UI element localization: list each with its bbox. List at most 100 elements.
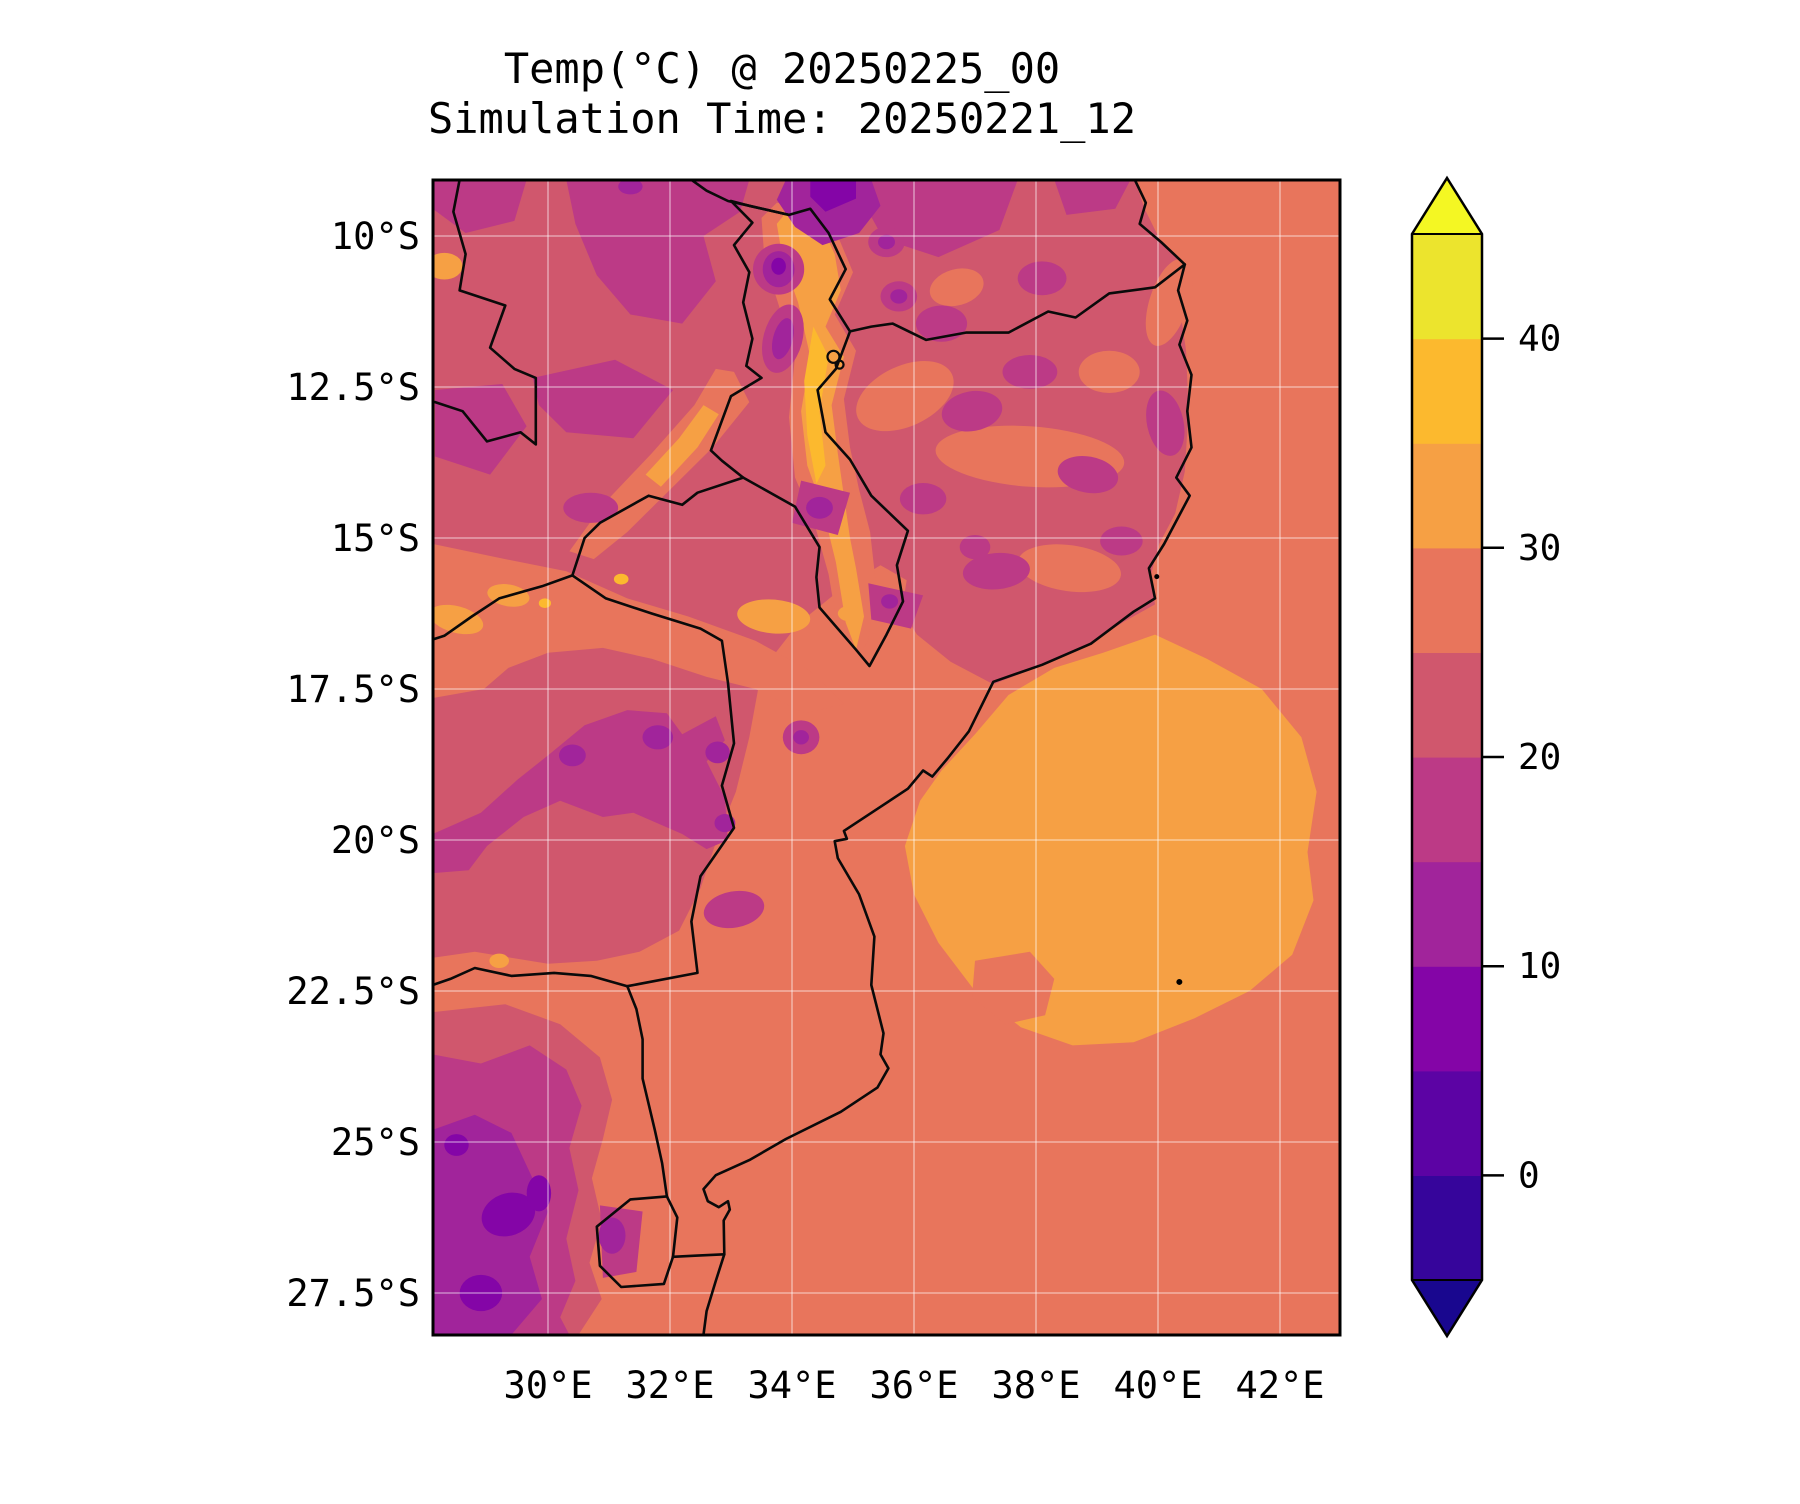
y-tick-label: 12.5°S [286,366,420,409]
colorbar: 0 10 20 30 40 [1410,175,1561,1339]
contour-region-35-40 [613,573,629,585]
contour-region-5-10 [444,1134,469,1156]
x-tick-label: 36°E [869,1364,958,1407]
contour-region-30-35 [433,604,484,635]
border-eswatini [595,1195,679,1289]
colorbar-bin [1412,966,1482,1072]
contour-region-15-20 [1054,180,1131,215]
colorbar-bin [1412,861,1482,967]
contour-region-15-20 [1017,261,1067,296]
contour-region-15-20 [959,535,991,560]
border-coastline [702,180,1193,1335]
colorbar-tick-label: 40 [1518,319,1561,360]
border-zambia-zimbabwe [433,574,574,641]
colorbar-over-arrow [1412,178,1482,234]
colorbar-bin [1412,338,1482,444]
border-drc-zambia [433,180,538,446]
contour-region-15-20 [532,359,673,439]
colorbar-bin [1412,234,1482,340]
contour-region-15-20 [962,552,1030,590]
contour-region-30-35 [489,953,510,968]
y-tick-label: 25°S [331,1121,420,1164]
contour-region-15-20 [1100,526,1143,556]
colorbar-bin [1412,547,1482,653]
contour-region-15-20 [941,390,1003,432]
contour-region-10-15 [793,730,809,745]
small-island-dot [1176,978,1183,985]
contour-region-15-20 [899,483,947,515]
contour-region-15-20 [1057,456,1119,494]
border-tanzania-mozambique [848,263,1187,342]
x-tick-label: 34°E [747,1364,836,1407]
contour-region-5-10 [810,180,856,212]
contour-region-10-15 [598,1217,626,1254]
y-tick-label: 10°S [331,215,420,258]
contour-region-15-20 [915,305,968,342]
x-tick-label: 30°E [503,1364,592,1407]
colorbar-bin [1412,652,1482,758]
colorbar-bin [1412,443,1482,549]
border-malawi [709,199,910,668]
colorbar-under-arrow [1412,1280,1482,1336]
lake-island-outline [826,349,841,364]
contour-region-15-20 [566,180,750,324]
contour-region-10-15 [890,289,908,304]
y-tick-label: 27.5°S [286,1272,420,1315]
contour-region-10-15 [881,594,899,609]
colorbar-bin [1412,1175,1482,1281]
contour-region-10-15 [705,741,730,764]
contour-region-10-15 [618,180,643,195]
contour-region-10-15 [771,318,794,360]
border-zimbabwe-south-africa [433,966,629,988]
contour-region-25-30 [433,544,844,714]
contour-region-35-40 [804,326,829,484]
contour-region-25-30 [1018,544,1121,593]
x-tick-label: 32°E [625,1364,714,1407]
contour-region-30-35 [837,605,863,622]
y-axis-labels: 10°S 12.5°S 15°S 17.5°S 20°S 22.5°S 25°S 27.5°S [286,215,420,1315]
x-axis-labels: 30°E 32°E 34°E 36°E 38°E 40°E 42°E [503,1364,1324,1407]
x-tick-label: 42°E [1235,1364,1324,1407]
border-south-africa-mozambique-south [671,1253,726,1259]
border-mozambique-south-africa [625,984,669,1198]
y-tick-label: 20°S [331,819,420,862]
contour-region-5-10 [526,1175,552,1212]
contour-region-5-10 [771,257,786,275]
contour-region-30-35 [433,252,463,280]
lake-island-outline [834,359,845,370]
colorbar-bin [1412,1070,1482,1176]
border-zambia-mozambique [571,476,745,577]
contour-region-25-30 [972,951,1055,1025]
y-tick-label: 15°S [331,517,420,560]
figure-title-block: Temp(°C) @ 20250225_00 Simulation Time: … [182,44,1382,144]
x-tick-label: 40°E [1113,1364,1202,1407]
contour-region-25-30 [929,268,984,307]
contour-region-15-20 [563,492,619,523]
contour-region-10-15 [642,725,674,750]
small-island-dot [1154,574,1160,580]
graticule-grid [433,180,1340,1335]
contour-region-15-20 [433,710,728,874]
colorbar-tick-label: 30 [1518,528,1561,569]
contour-region-10-15 [559,744,586,767]
contour-region-10-15 [878,234,895,250]
contour-region-5-10 [481,1192,536,1237]
contour-region-10-15 [806,496,833,519]
contour-region-15-20 [1146,390,1185,456]
contour-region-15-20 [703,890,765,929]
contour-region-30-35 [645,405,719,487]
colorbar-tick-label: 0 [1518,1155,1540,1196]
y-tick-label: 17.5°S [286,668,420,711]
contour-region-15-20 [1002,355,1058,389]
country-borders [433,180,1193,1335]
plot-title: Temp(°C) @ 20250225_00 [503,44,1061,93]
y-tick-label: 22.5°S [286,970,420,1013]
contour-region-15-20 [435,384,527,475]
border-zimbabwe-mozambique [571,574,736,988]
contour-region-35-40 [538,598,552,608]
plot-subtitle: Simulation Time: 20250221_12 [427,94,1136,143]
x-tick-label: 38°E [991,1364,1080,1407]
map-frame [431,178,1342,1337]
